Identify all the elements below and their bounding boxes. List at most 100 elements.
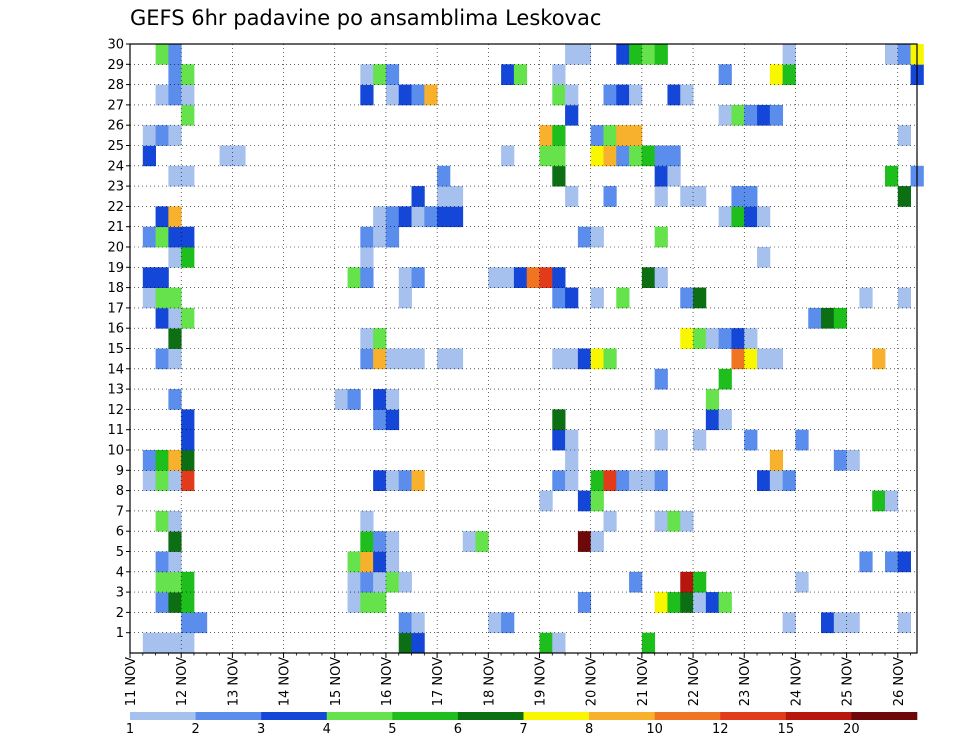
heat-cell bbox=[411, 612, 425, 634]
heat-cell bbox=[705, 592, 720, 613]
y-tick-label: 10 bbox=[107, 444, 124, 459]
heat-cell bbox=[680, 84, 694, 106]
heat-cell bbox=[411, 348, 425, 370]
y-tick-label: 24 bbox=[107, 159, 124, 174]
heat-cell bbox=[616, 287, 630, 309]
heat-cell bbox=[667, 592, 681, 613]
heat-cell bbox=[385, 531, 400, 552]
x-tick-label: 25 NOV bbox=[841, 657, 856, 706]
heat-cell bbox=[693, 571, 707, 593]
heat-cell bbox=[667, 165, 681, 187]
heat-cell bbox=[718, 64, 732, 85]
heat-cell bbox=[603, 348, 617, 370]
heat-cell bbox=[693, 592, 707, 613]
heat-cell bbox=[168, 226, 182, 248]
legend-label: 20 bbox=[843, 722, 860, 737]
heat-cell bbox=[757, 470, 771, 491]
heat-cell bbox=[654, 510, 668, 532]
heat-cell bbox=[744, 186, 758, 207]
heat-cell bbox=[808, 307, 822, 329]
heat-cell bbox=[744, 328, 758, 349]
heat-cell bbox=[181, 592, 195, 613]
heat-cell bbox=[693, 429, 707, 451]
heat-cell bbox=[488, 267, 502, 288]
heat-cell bbox=[373, 531, 387, 552]
heat-cell bbox=[641, 44, 656, 65]
heat-cell bbox=[616, 470, 630, 491]
heat-cell bbox=[398, 206, 412, 228]
heat-cell bbox=[181, 104, 195, 126]
heat-cell bbox=[718, 104, 732, 126]
heat-cell bbox=[629, 571, 643, 593]
heat-cell bbox=[168, 307, 182, 329]
heat-cells bbox=[142, 44, 924, 654]
x-tick-label: 26 NOV bbox=[892, 657, 907, 706]
heat-cell bbox=[142, 125, 156, 146]
y-tick-label: 7 bbox=[116, 504, 124, 519]
heat-cell bbox=[552, 145, 566, 167]
heat-cell bbox=[897, 287, 911, 309]
y-tick-label: 5 bbox=[116, 545, 124, 560]
heat-cell bbox=[385, 206, 400, 228]
heat-cell bbox=[565, 186, 579, 207]
heat-cell bbox=[155, 84, 169, 106]
heat-cell bbox=[680, 328, 694, 349]
x-tick-label: 17 NOV bbox=[431, 657, 446, 706]
heat-cell bbox=[385, 470, 400, 491]
heat-cell bbox=[462, 531, 476, 552]
heat-cell bbox=[168, 510, 182, 532]
y-tick-label: 26 bbox=[107, 119, 124, 134]
y-tick-label: 14 bbox=[107, 362, 124, 377]
x-tick-label: 12 NOV bbox=[175, 657, 190, 706]
heat-cell bbox=[168, 571, 182, 593]
heat-cell bbox=[552, 64, 566, 85]
heat-cell bbox=[629, 125, 643, 146]
heat-cell bbox=[897, 186, 911, 207]
heat-cell bbox=[360, 571, 374, 593]
heat-cell bbox=[782, 44, 796, 65]
heat-cell bbox=[155, 632, 169, 654]
heat-cell bbox=[590, 470, 604, 491]
heat-cell bbox=[833, 450, 848, 471]
legend-swatch bbox=[589, 712, 655, 720]
heat-cell bbox=[155, 551, 169, 573]
heat-cell bbox=[373, 64, 387, 85]
heat-cell bbox=[654, 592, 668, 613]
heat-cell bbox=[744, 348, 758, 370]
heat-cell bbox=[795, 571, 809, 593]
heat-cell bbox=[744, 429, 758, 451]
heat-cell bbox=[539, 125, 553, 146]
heat-cell bbox=[821, 612, 835, 634]
heat-cell bbox=[385, 226, 400, 248]
heat-cell bbox=[654, 145, 668, 167]
heat-cell bbox=[360, 510, 374, 532]
heat-cell bbox=[398, 267, 412, 288]
legend-label: 7 bbox=[519, 722, 527, 737]
y-tick-label: 2 bbox=[116, 606, 124, 621]
heat-cell bbox=[398, 470, 412, 491]
legend-label: 3 bbox=[257, 722, 265, 737]
y-tick-label: 22 bbox=[107, 200, 124, 215]
heat-cell bbox=[616, 44, 630, 65]
heat-cell bbox=[757, 247, 771, 268]
heat-cell bbox=[833, 612, 848, 634]
heat-cell bbox=[219, 145, 233, 167]
heat-cell bbox=[629, 470, 643, 491]
heat-cell bbox=[654, 470, 668, 491]
heat-cell bbox=[411, 267, 425, 288]
heat-cell bbox=[603, 186, 617, 207]
heat-cell bbox=[347, 551, 361, 573]
heat-cell bbox=[731, 348, 745, 370]
heat-cell bbox=[731, 328, 745, 349]
legend-label: 15 bbox=[778, 722, 795, 737]
heat-cell bbox=[373, 409, 387, 431]
heat-cell bbox=[373, 551, 387, 573]
heat-cell bbox=[449, 348, 464, 370]
heat-cell bbox=[885, 490, 899, 512]
heat-cell bbox=[680, 287, 694, 309]
heat-cell bbox=[552, 348, 566, 370]
heat-cell bbox=[539, 490, 553, 512]
heat-cell bbox=[680, 510, 694, 532]
heat-cell bbox=[168, 247, 182, 268]
y-tick-label: 6 bbox=[116, 525, 124, 540]
